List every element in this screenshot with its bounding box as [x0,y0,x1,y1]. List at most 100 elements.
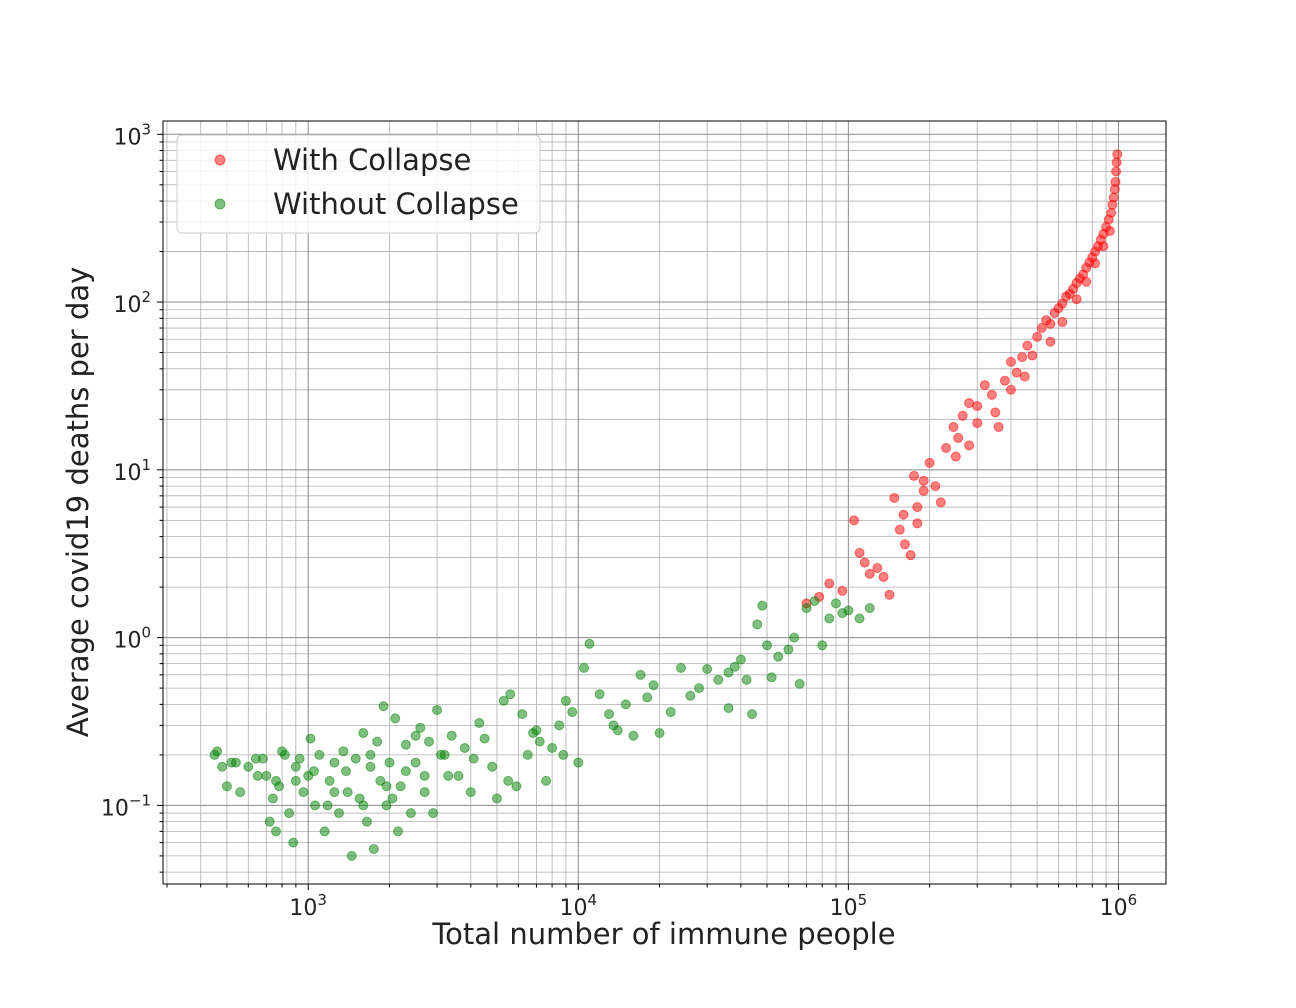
point-with-collapse [1017,352,1028,363]
point-with-collapse [964,440,975,451]
point-without-collapse [261,770,272,781]
point-with-collapse [884,589,895,600]
legend-box [176,134,541,234]
point-without-collapse [395,781,406,792]
point-without-collapse [230,757,241,768]
point-with-collapse [918,485,929,496]
point-with-collapse [859,557,870,568]
point-with-collapse [1057,317,1068,328]
point-without-collapse [350,753,361,764]
point-without-collapse [465,787,476,798]
point-without-collapse [435,749,446,760]
point-without-collapse [305,733,316,744]
point-without-collapse [741,674,752,685]
point-with-collapse [905,550,916,561]
point-without-collapse [491,793,502,804]
point-without-collapse [594,689,605,700]
point-with-collapse [1108,192,1119,203]
point-without-collapse [365,749,376,760]
point-without-collapse [459,742,470,753]
point-without-collapse [747,709,758,720]
point-without-collapse [766,672,777,683]
point-without-collapse [257,753,268,764]
point-with-collapse [912,502,923,513]
y-tick-label: 101 [113,456,151,486]
point-without-collapse [573,757,584,768]
point-without-collapse [757,600,768,611]
point-with-collapse [953,432,964,443]
point-without-collapse [723,667,734,678]
point-without-collapse [584,638,595,649]
point-without-collapse [387,793,398,804]
point-with-collapse [957,410,968,421]
point-without-collapse [314,749,325,760]
point-without-collapse [310,800,321,811]
point-without-collapse [358,800,369,811]
point-with-collapse [1112,149,1123,160]
point-without-collapse [522,749,533,760]
major-gridlines [163,121,1166,884]
point-with-collapse [1027,350,1038,361]
point-without-collapse [333,808,344,819]
point-with-collapse [924,457,935,468]
point-without-collapse [392,826,403,837]
point-without-collapse [498,695,509,706]
point-without-collapse [284,808,295,819]
point-without-collapse [446,730,457,741]
point-without-collapse [675,662,686,673]
point-without-collapse [801,603,812,614]
point-without-collapse [340,766,351,777]
point-without-collapse [665,707,676,718]
point-without-collapse [405,808,416,819]
point-without-collapse [338,746,349,757]
point-without-collapse [342,787,353,798]
point-with-collapse [930,481,941,492]
point-without-collapse [419,787,430,798]
x-tick-label: 106 [1100,891,1138,921]
point-with-collapse [1045,319,1056,330]
point-without-collapse [567,707,578,718]
point-with-collapse [864,568,875,579]
point-without-collapse [547,742,558,753]
point-without-collapse [608,720,619,731]
point-without-collapse [479,733,490,744]
point-without-collapse [864,603,875,614]
point-with-collapse [872,562,883,573]
point-without-collapse [794,678,805,689]
y-axis-title: Average covid19 deaths per day [61,267,95,738]
point-without-collapse [288,837,299,848]
point-with-collapse [1011,367,1022,378]
point-without-collapse [308,766,319,777]
minor-gridlines [163,121,1166,884]
point-without-collapse [628,730,639,741]
point-without-collapse [346,850,357,861]
point-without-collapse [400,739,411,750]
point-with-collapse [889,492,900,503]
point-with-collapse [1111,166,1122,177]
point-without-collapse [329,757,340,768]
data-points [209,149,1123,861]
point-without-collapse [635,669,646,680]
legend-marker-with-collapse [214,154,226,166]
point-without-collapse [423,736,434,747]
point-without-collapse [854,613,865,624]
point-without-collapse [361,816,372,827]
point-without-collapse [372,736,383,747]
point-without-collapse [702,664,713,675]
point-without-collapse [468,753,479,764]
point-without-collapse [410,730,421,741]
point-with-collapse [1110,176,1121,187]
x-axis-title: Total number of immune people [431,917,895,951]
point-without-collapse [648,680,659,691]
point-without-collapse [271,775,282,786]
plot-frame [162,120,1167,885]
point-without-collapse [212,746,223,757]
plot-area [163,121,1166,884]
point-without-collapse [329,787,340,798]
point-without-collapse [419,770,430,781]
point-without-collapse [752,619,763,630]
point-without-collapse [415,722,426,733]
point-without-collapse [358,728,369,739]
legend: With Collapse Without Collapse [176,134,541,234]
